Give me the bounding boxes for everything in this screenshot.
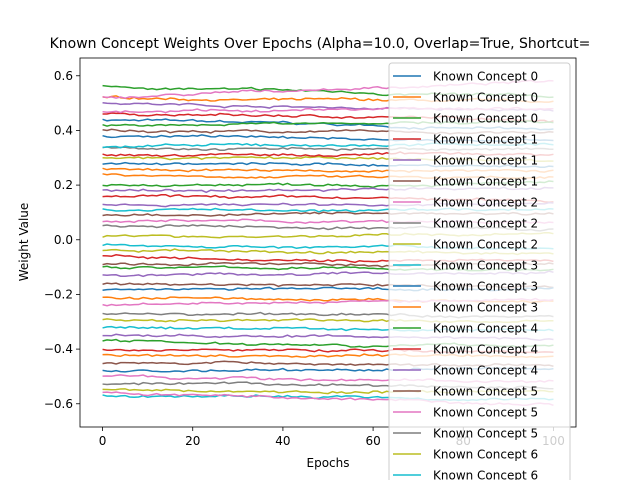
x-axis-label: Epochs	[307, 456, 350, 470]
legend-entry-label: Known Concept 1	[433, 154, 538, 168]
legend-entry-label: Known Concept 4	[433, 322, 538, 336]
legend-entry-label: Known Concept 3	[433, 301, 538, 315]
x-tick-label: 0	[99, 434, 107, 448]
legend-entry-label: Known Concept 4	[433, 364, 538, 378]
y-tick-label: 0.2	[54, 178, 73, 192]
legend-entry-label: Known Concept 3	[433, 259, 538, 273]
axes-frame	[79, 57, 577, 428]
y-tick-label: 0.6	[54, 69, 73, 83]
legend-entry-label: Known Concept 1	[433, 175, 538, 189]
legend-entry-label: Known Concept 2	[433, 196, 538, 210]
x-tick-label: 20	[185, 434, 200, 448]
legend: Known Concept 0 Known Concept 0 Known Conc…	[388, 62, 571, 480]
legend-entry-label: Known Concept 1	[433, 133, 538, 147]
legend-entry-label: Known Concept 4	[433, 343, 538, 357]
x-tick-label: 60	[365, 434, 380, 448]
y-tick-label: 0.0	[54, 233, 73, 247]
x-tick-label: 40	[275, 434, 290, 448]
y-axis-label: Weight Value	[17, 203, 31, 282]
legend-entry-label: Known Concept 2	[433, 217, 538, 231]
legend-entry-label: Known Concept 0	[433, 70, 538, 84]
legend-entry-label: Known Concept 6	[433, 448, 538, 462]
legend-entry-label: Known Concept 5	[433, 385, 538, 399]
legend-entry-label: Known Concept 0	[433, 112, 538, 126]
y-tick-label: 0.4	[54, 123, 73, 137]
legend-entry-label: Known Concept 2	[433, 238, 538, 252]
legend-entry-label: Known Concept 3	[433, 280, 538, 294]
legend-entry-label: Known Concept 5	[433, 406, 538, 420]
y-tick-label: −0.6	[44, 397, 73, 411]
legend-entry-label: Known Concept 6	[433, 469, 538, 480]
legend-entry-label: Known Concept 5	[433, 427, 538, 441]
legend-entry-label: Known Concept 0	[433, 91, 538, 105]
y-tick-label: −0.2	[44, 287, 73, 301]
y-tick-label: −0.4	[44, 342, 73, 356]
legend-box	[388, 62, 571, 480]
chart-title: Known Concept Weights Over Epochs (Alpha…	[50, 36, 591, 52]
